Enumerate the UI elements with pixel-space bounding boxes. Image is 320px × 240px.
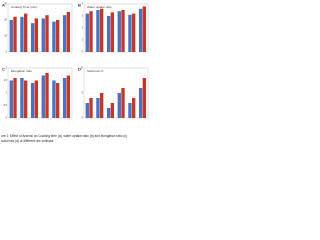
y-tick-label: 2 [82,27,84,30]
page: ure 1: Effect of Arsenic on Cooking time… [1,2,149,143]
y-tick-label: 0 [6,117,8,120]
bar [106,16,111,52]
y-tick-label: 0 [6,51,8,54]
y-tick-label: 10 [80,67,83,70]
caption-line: ure 1: Effect of Arsenic on Cooking time… [1,134,127,138]
bar [41,18,45,52]
bar [20,16,24,52]
y-tick-label: 0 [82,51,84,54]
bar [24,80,28,118]
chart-title: Cooking Time (min) [11,5,37,9]
panel-label: B [78,3,81,8]
caption-line: solid loss (d) of different rice cultiva… [1,139,54,143]
bar [138,8,143,53]
bar [100,8,104,53]
bar [89,11,93,52]
y-tick-label: 0 [82,117,84,120]
bar [128,103,132,118]
bar [132,13,136,53]
chart-title: Elongation ratio [11,69,32,73]
figure: ure 1: Effect of Arsenic on Cooking time… [1,3,149,143]
plot-area [7,3,73,53]
bar [85,13,89,53]
bar [52,80,56,118]
y-tick-label: 4 [82,3,84,6]
bar [100,93,104,118]
panel-label: C [2,67,5,72]
bar [121,10,125,52]
bar [13,16,17,52]
bar [9,20,13,52]
y-tick-label: 1 [82,39,84,42]
y-tick-label: 5 [82,92,84,95]
bar [85,103,89,118]
y-tick-label: 2 [6,67,8,70]
chart-title: Water uptake ratio [87,5,112,9]
y-tick-label: 20 [4,19,7,22]
y-tick-label: 30 [4,3,7,6]
bar [142,6,147,52]
bar [110,12,115,52]
bar [24,13,28,53]
bar [34,18,39,52]
panel-label: A [2,3,5,8]
bar [117,11,121,52]
bar [132,98,136,118]
bar [117,93,121,118]
bar [52,21,56,52]
y-tick-label: 0.5 [4,104,8,107]
bar [56,20,60,52]
bar [121,88,125,118]
bar [138,88,143,118]
bar [62,15,67,52]
bar [62,78,67,118]
bar [56,83,60,118]
bar [66,75,71,118]
bar [45,15,49,52]
bar [106,108,111,118]
bar [142,78,147,118]
y-tick-label: 10 [4,35,7,38]
bar [89,98,93,118]
bar [34,80,39,118]
bar [45,73,49,118]
bar [128,14,132,53]
bar [30,23,35,52]
bar [110,103,115,118]
y-tick-label: 1.5 [4,79,8,82]
bar [96,10,100,52]
bar [20,78,24,118]
bar [13,78,17,118]
bar [30,83,35,118]
bar [9,80,13,118]
y-tick-label: 3 [82,15,84,18]
bar [41,75,45,118]
bar [96,98,100,118]
chart-title: Solid loss % [87,69,104,73]
bar [66,12,71,52]
y-tick-label: 1 [6,92,8,95]
panel-label: D [78,67,81,72]
